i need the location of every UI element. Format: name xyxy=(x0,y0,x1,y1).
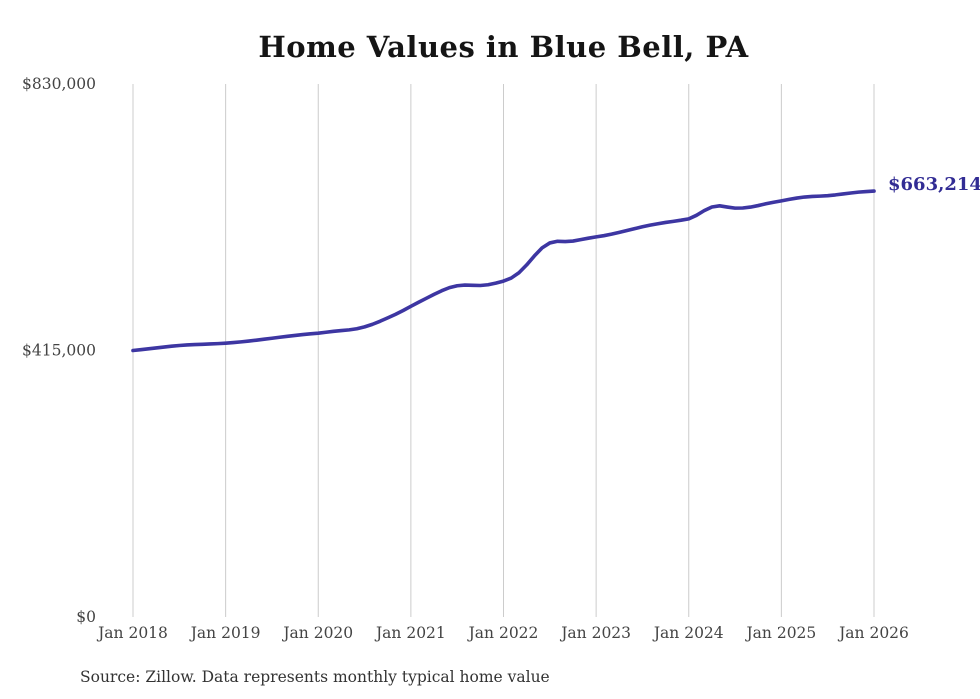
source-note: Source: Zillow. Data represents monthly … xyxy=(80,668,550,686)
y-tick-label: $415,000 xyxy=(22,342,96,360)
x-tick-label: Jan 2024 xyxy=(652,624,724,642)
x-tick-label: Jan 2018 xyxy=(96,624,168,642)
end-value-annotation: $663,214 xyxy=(888,174,980,195)
x-tick-label: Jan 2019 xyxy=(189,624,261,642)
y-tick-label: $0 xyxy=(76,608,96,626)
x-tick-label: Jan 2023 xyxy=(559,624,631,642)
x-tick-label: Jan 2021 xyxy=(374,624,446,642)
y-tick-label: $830,000 xyxy=(22,75,96,93)
x-tick-label: Jan 2022 xyxy=(467,624,539,642)
x-tick-label: Jan 2026 xyxy=(837,624,909,642)
home-value-line xyxy=(131,189,876,353)
chart-title: Home Values in Blue Bell, PA xyxy=(258,30,749,64)
x-tick-label: Jan 2020 xyxy=(281,624,353,642)
x-tick-label: Jan 2025 xyxy=(744,624,816,642)
